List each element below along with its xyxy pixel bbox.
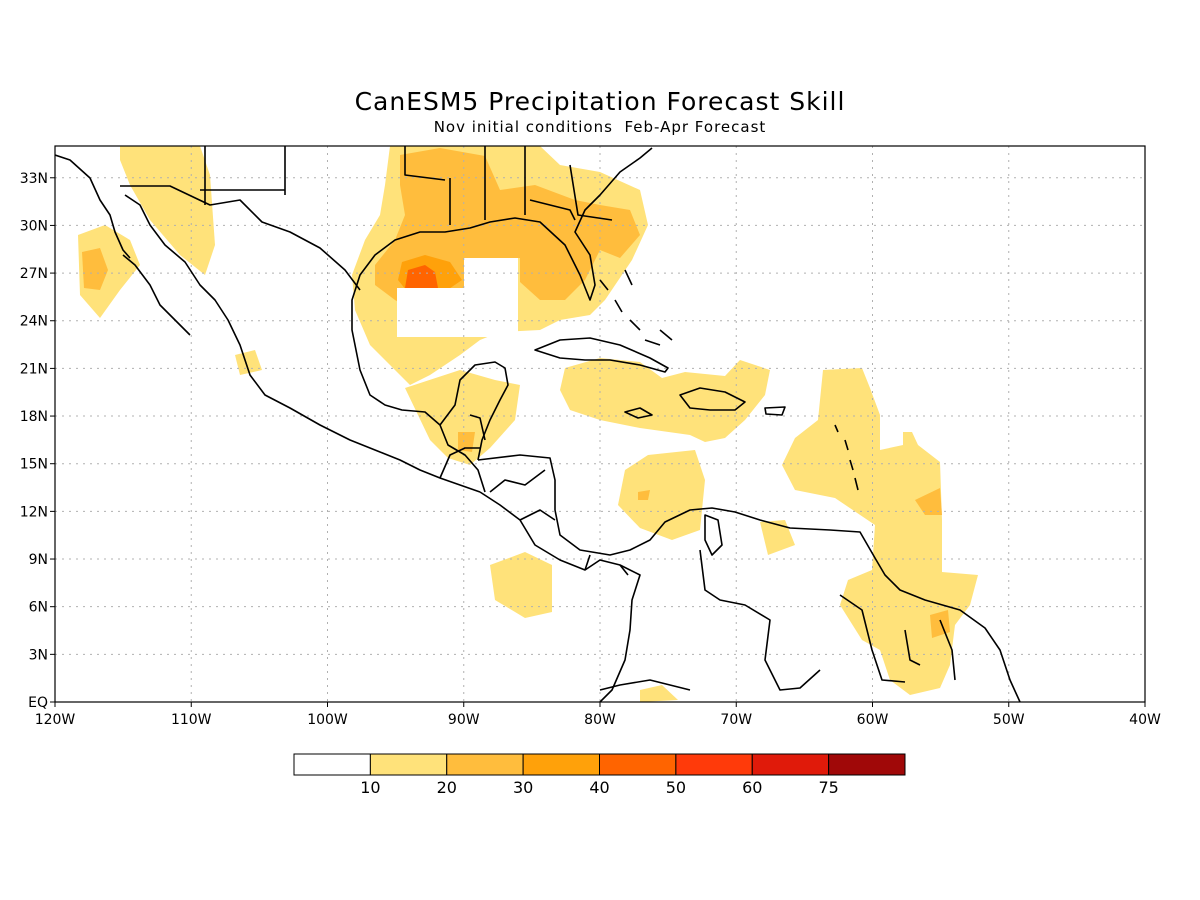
island-jamaica [624,407,653,419]
longitude-labels: 120W 110W 100W 90W 80W 70W 60W 50W 40W [35,702,1161,728]
coastline-central-america-pacific [479,491,641,702]
border-honduras-nicaragua [489,469,556,521]
skill-40-50-areas [405,265,438,292]
lat-tick-label: 33N [20,171,48,187]
lat-tick-label: 30N [20,218,48,234]
lake-maracaibo [704,514,723,556]
colorbar-label: 40 [589,778,609,797]
border-panama [584,554,629,576]
lon-tick-label: 50W [993,712,1025,728]
colorbar-swatch [293,753,371,776]
lat-tick-label: 27N [20,266,48,282]
lat-tick-label: 15N [20,457,48,473]
coastlines [55,146,1021,702]
chart-subtitle: Nov initial conditions Feb-Apr Forecast [433,118,767,136]
border-colombia-peru [599,679,691,691]
lat-tick-label: 6N [29,600,48,616]
lon-tick-label: 120W [35,712,76,728]
colorbar-label: 75 [818,778,838,797]
colorbar-swatch [369,753,448,776]
border-suriname [904,619,956,681]
islands-lesser-antilles [834,424,859,491]
island-hispaniola [679,387,746,411]
border-belize [469,414,486,441]
coastline-yucatan [439,361,509,461]
lat-tick-label: 3N [29,647,48,663]
chart-title: CanESM5 Precipitation Forecast Skill [354,87,846,116]
lat-tick-label: 21N [20,361,48,377]
colorbar-label: 30 [513,778,533,797]
lat-tick-label: EQ [28,695,48,711]
border-guyana [839,594,906,683]
colorbar-swatch [828,753,906,776]
title-block: CanESM5 Precipitation Forecast Skill Nov… [0,86,1200,136]
lon-tick-label: 80W [584,712,616,728]
border-us-mexico [120,185,361,291]
island-cuba [534,337,669,373]
border-colombia-venezuela [699,549,821,691]
colorbar-swatch [751,753,830,776]
lon-tick-label: 60W [857,712,889,728]
colorbar-label: 20 [437,778,457,797]
lat-tick-label: 18N [20,409,48,425]
lon-tick-label: 110W [171,712,212,728]
coastline-gulf-mexico [351,147,653,493]
missing-data-mask [397,258,518,337]
latitude-labels: 33N 30N 27N 24N 21N 18N 15N 12N 9N 6N 3N EQ [20,171,55,711]
colorbar: 10 20 30 40 50 60 75 [293,753,906,797]
colorbar-label: 50 [666,778,686,797]
lon-tick-label: 40W [1129,712,1161,728]
colorbar-swatch [446,753,524,776]
map-gridlines [55,146,1145,702]
coastline-mexico-pacific [55,154,131,259]
skill-shading [78,146,978,702]
colorbar-label: 10 [360,778,380,797]
lon-tick-label: 100W [307,712,348,728]
colorbar-label: 60 [742,778,762,797]
coastline-baja [122,254,191,336]
colorbar-swatch [599,753,677,776]
coastline-gulf-of-california [124,194,481,493]
colorbar-swatch [675,753,753,776]
colorbar-swatch [522,753,600,776]
state-borders [200,146,613,225]
lat-tick-label: 9N [29,552,48,568]
islands-bahamas [599,269,673,346]
border-guatemala [439,447,480,479]
lat-tick-label: 12N [20,504,48,520]
coastline-central-america-caribbean [477,454,1021,702]
lat-tick-label: 24N [20,314,48,330]
island-puerto-rico [764,406,786,416]
lon-tick-label: 70W [720,712,752,728]
lon-tick-label: 90W [448,712,480,728]
